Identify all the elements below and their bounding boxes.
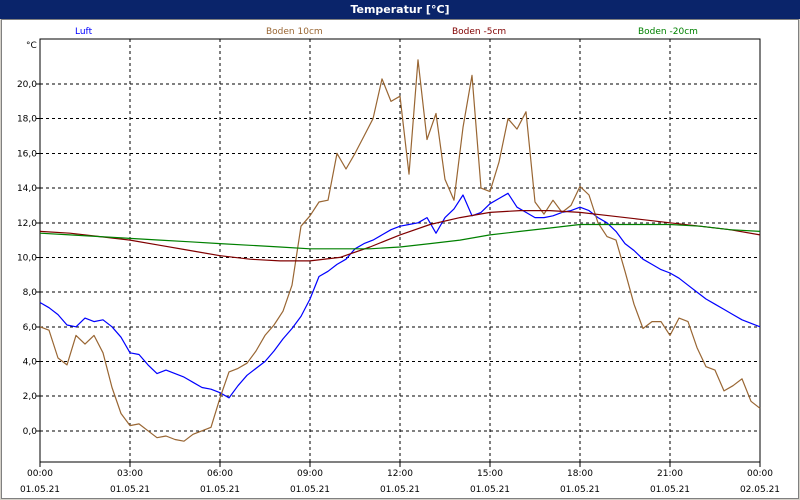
series-lines bbox=[39, 59, 761, 442]
legend-item: Boden -5cm bbox=[452, 27, 506, 37]
y-tick-label: 4,0 bbox=[23, 357, 38, 367]
x-tick-time: 21:00 bbox=[657, 469, 683, 479]
x-tick-time: 09:00 bbox=[297, 469, 323, 479]
x-tick-time: 18:00 bbox=[567, 469, 593, 479]
x-tick-time: 12:00 bbox=[387, 469, 413, 479]
y-tick-label: 2,0 bbox=[23, 392, 38, 402]
x-tick-time: 15:00 bbox=[477, 469, 503, 479]
series-line bbox=[39, 192, 761, 399]
y-tick-label: 20,0 bbox=[17, 80, 37, 90]
temperature-chart: 0,0 2,0 4,0 6,0 8,0 10,0 12,0 14,0 16,0 18,0 20,0 0… bbox=[17, 27, 780, 495]
chart-frame: 0,0 2,0 4,0 6,0 8,0 10,0 12,0 14,0 16,0 18,0 20,0 0… bbox=[1, 19, 799, 499]
x-tick-time: 00:00 bbox=[27, 469, 53, 479]
legend-item: Luft bbox=[75, 27, 93, 37]
y-tick-label: 12,0 bbox=[17, 219, 37, 229]
x-tick-time: 00:00 bbox=[747, 469, 773, 479]
legend: Luft Boden 10cm Boden -5cm Boden -20cm bbox=[75, 27, 698, 37]
x-tick-date: 01.05.21 bbox=[470, 485, 510, 495]
y-tick-label: 18,0 bbox=[17, 115, 37, 125]
x-tick-date: 01.05.21 bbox=[380, 485, 420, 495]
series-line bbox=[39, 59, 761, 442]
y-tick-label: 6,0 bbox=[23, 323, 38, 333]
series-line bbox=[39, 210, 761, 262]
y-tick-label: 10,0 bbox=[17, 253, 37, 263]
x-tick-date: 01.05.21 bbox=[650, 485, 690, 495]
x-tick-time: 06:00 bbox=[207, 469, 233, 479]
x-tick-date: 01.05.21 bbox=[110, 485, 150, 495]
x-tick-date: 01.05.21 bbox=[290, 485, 330, 495]
legend-item: Boden 10cm bbox=[266, 27, 323, 37]
legend-item: Boden -20cm bbox=[638, 27, 698, 37]
gridlines bbox=[40, 39, 760, 462]
y-tick-label: 16,0 bbox=[17, 149, 37, 159]
window-title: Temperatur [°C] bbox=[0, 0, 800, 19]
y-tick-label: 8,0 bbox=[23, 288, 38, 298]
y-tick-label: 14,0 bbox=[17, 184, 37, 194]
x-tick-date: 01.05.21 bbox=[200, 485, 240, 495]
y-tick-label: 0,0 bbox=[23, 427, 38, 437]
axis-labels: 0,0 2,0 4,0 6,0 8,0 10,0 12,0 14,0 16,0 18,0 20,0 0… bbox=[17, 41, 780, 495]
y-axis-unit: °C bbox=[26, 41, 37, 51]
x-tick-date: 01.05.21 bbox=[20, 485, 60, 495]
x-tick-time: 03:00 bbox=[117, 469, 143, 479]
axes bbox=[36, 38, 761, 467]
x-tick-date: 01.05.21 bbox=[560, 485, 600, 495]
plot-border bbox=[39, 38, 761, 463]
series-line bbox=[39, 223, 761, 250]
x-tick-date: 02.05.21 bbox=[740, 485, 780, 495]
